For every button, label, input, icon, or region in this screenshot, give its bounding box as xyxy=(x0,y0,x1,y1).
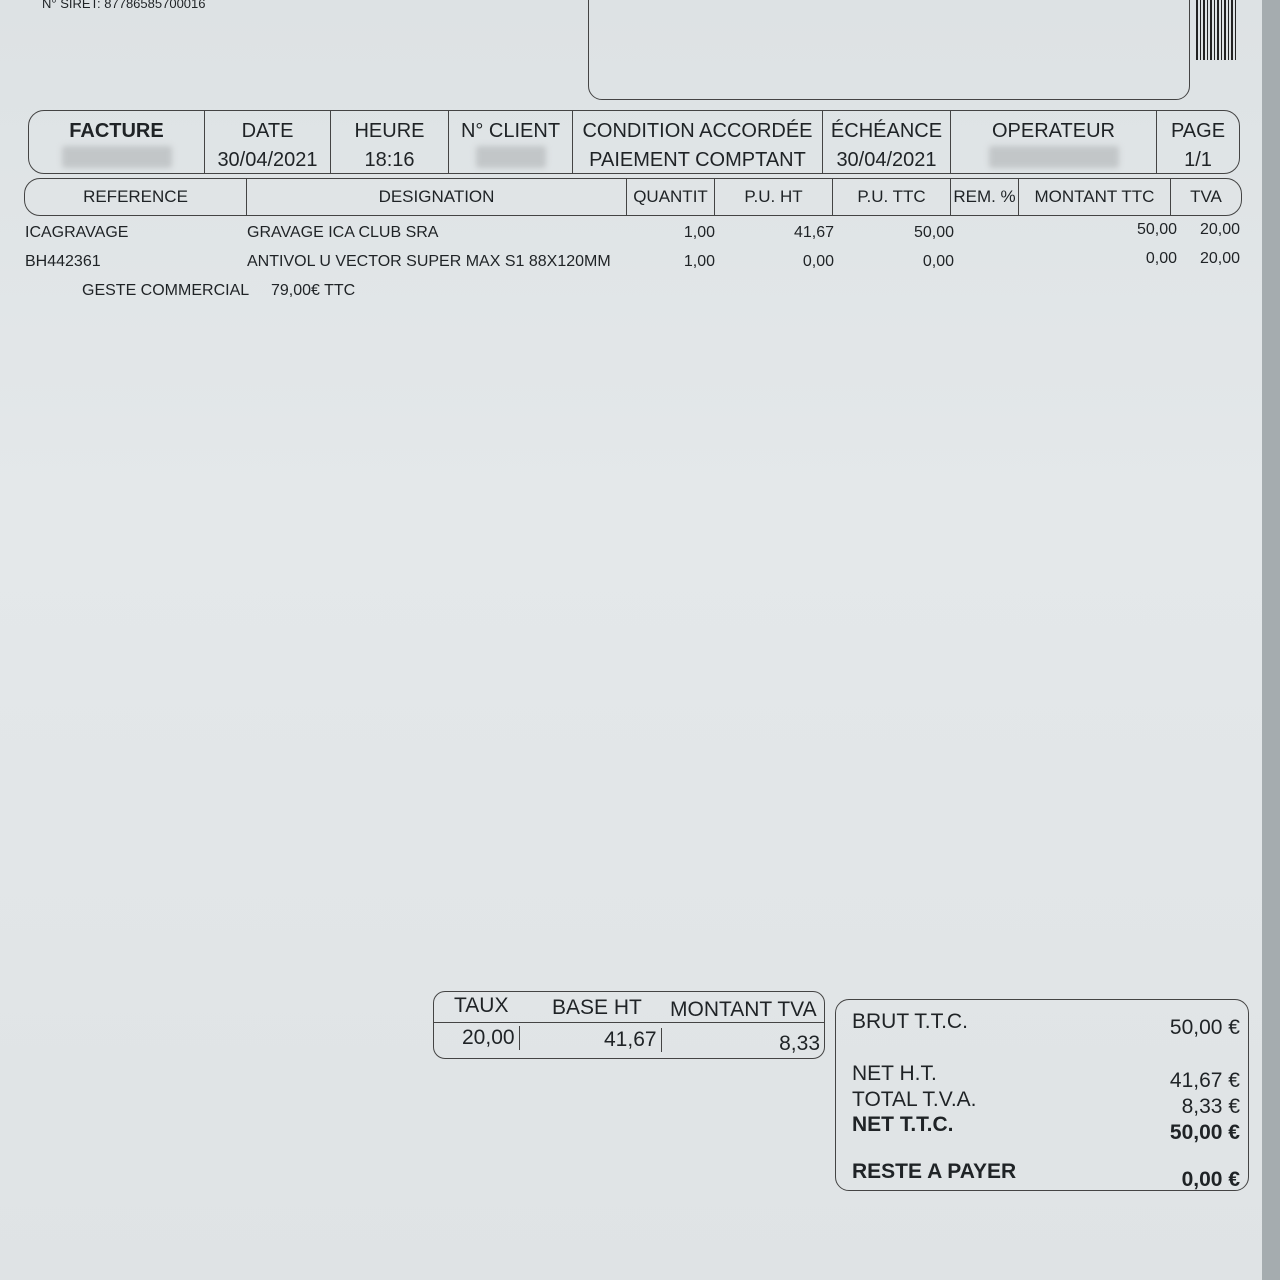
paper-edge xyxy=(1262,0,1280,1280)
heure-label: HEURE xyxy=(354,120,425,142)
line-ref: BH442361 xyxy=(25,253,101,270)
reste-a-payer-value: 0,00 € xyxy=(1181,1168,1240,1191)
barcode xyxy=(1196,0,1238,60)
reste-a-payer-label: RESTE A PAYER xyxy=(852,1160,1017,1183)
net-ttc-value: 50,00 € xyxy=(1169,1121,1240,1144)
condition-label: CONDITION ACCORDÉE xyxy=(582,120,813,142)
condition-value: PAIEMENT COMPTANT xyxy=(589,149,806,171)
operateur-label: OPERATEUR xyxy=(992,120,1115,142)
col-quantity: QUANTIT xyxy=(627,179,715,215)
redacted-invoice-number xyxy=(61,146,172,168)
page-value: 1/1 xyxy=(1184,149,1212,171)
line-montant: 0,00 xyxy=(1145,250,1177,267)
siret-number: N° SIRET: 87786585700016 xyxy=(42,0,206,11)
brut-ttc-label: BRUT T.T.C. xyxy=(852,1010,968,1033)
heure-value: 18:16 xyxy=(364,149,415,171)
line-qty: 1,00 xyxy=(683,253,715,270)
col-pu-ht: P.U. HT xyxy=(715,179,833,215)
line-pu-ht: 41,67 xyxy=(793,224,834,241)
line-pu-ht: 0,00 xyxy=(802,253,834,270)
redacted-client-number xyxy=(475,146,546,168)
line-tva: 20,00 xyxy=(1199,250,1240,267)
total-tva-label: TOTAL T.V.A. xyxy=(852,1088,977,1111)
col-tva: TVA xyxy=(1190,187,1222,206)
line-pu-ttc: 50,00 xyxy=(913,224,954,241)
line-designation: GRAVAGE ICA CLUB SRA xyxy=(247,224,439,241)
col-reference: REFERENCE xyxy=(25,179,247,215)
montant-tva-value: 8,33 xyxy=(779,1032,820,1055)
page-cell: PAGE 1/1 xyxy=(1157,111,1239,173)
line-qty: 1,00 xyxy=(683,224,715,241)
facture-cell: FACTURE xyxy=(29,111,205,173)
line-tva: 20,00 xyxy=(1199,221,1240,238)
client-cell: N° CLIENT xyxy=(449,111,573,173)
tva-summary-table: TAUX BASE HT MONTANT TVA 20,00 41,67 8,3… xyxy=(433,991,825,1059)
invoice-header: FACTURE DATE 30/04/2021 HEURE 18:16 N° CLI… xyxy=(28,110,1240,174)
col-remise: REM. % xyxy=(951,179,1019,215)
table-row: BH442361 ANTIVOL U VECTOR SUPER MAX S1 8… xyxy=(0,250,1262,277)
line-ref: ICAGRAVAGE xyxy=(25,224,129,241)
col-pu-ttc: P.U. TTC xyxy=(833,179,951,215)
date-value: 30/04/2021 xyxy=(217,149,318,171)
page-label: PAGE xyxy=(1170,120,1226,142)
table-row: ICAGRAVAGE GRAVAGE ICA CLUB SRA 1,00 41,… xyxy=(0,221,1262,248)
client-label: N° CLIENT xyxy=(460,120,561,142)
facture-label: FACTURE xyxy=(69,120,164,142)
taux-label: TAUX xyxy=(454,994,509,1017)
taux-value: 20,00 xyxy=(462,1026,520,1050)
col-montant-ttc: MONTANT TTC xyxy=(1019,179,1171,215)
net-ht-value: 41,67 € xyxy=(1169,1069,1240,1092)
date-cell: DATE 30/04/2021 xyxy=(205,111,331,173)
geste-commercial-row: GESTE COMMERCIAL 79,00€ TTC xyxy=(0,282,1262,306)
condition-cell: CONDITION ACCORDÉE PAIEMENT COMPTANT xyxy=(573,111,823,173)
echeance-cell: ÉCHÉANCE 30/04/2021 xyxy=(823,111,951,173)
heure-cell: HEURE 18:16 xyxy=(331,111,449,173)
geste-label: GESTE COMMERCIAL xyxy=(82,282,250,299)
montant-tva-label: MONTANT TVA xyxy=(670,998,817,1021)
echeance-label: ÉCHÉANCE xyxy=(830,120,943,142)
line-pu-ttc: 0,00 xyxy=(922,253,954,270)
base-ht-value: 41,67 xyxy=(604,1028,662,1052)
operateur-cell: OPERATEUR xyxy=(951,111,1157,173)
divider xyxy=(434,1022,824,1023)
line-montant: 50,00 xyxy=(1136,221,1177,238)
address-box xyxy=(588,0,1190,100)
column-headers: REFERENCE DESIGNATION QUANTIT P.U. HT P.… xyxy=(24,178,1242,216)
total-tva-value: 8,33 € xyxy=(1181,1095,1240,1118)
net-ht-label: NET H.T. xyxy=(852,1062,937,1085)
line-designation: ANTIVOL U VECTOR SUPER MAX S1 88X120MM xyxy=(247,253,611,270)
date-label: DATE xyxy=(241,120,294,142)
echeance-value: 30/04/2021 xyxy=(836,149,937,171)
redacted-operator xyxy=(988,146,1119,168)
geste-value: 79,00€ TTC xyxy=(271,282,356,299)
brut-ttc-value: 50,00 € xyxy=(1169,1016,1240,1039)
totals-box: BRUT T.T.C. 50,00 € NET H.T. 41,67 € TOT… xyxy=(835,999,1249,1191)
net-ttc-label: NET T.T.C. xyxy=(852,1113,954,1136)
base-ht-label: BASE HT xyxy=(552,996,642,1019)
col-designation: DESIGNATION xyxy=(247,179,627,215)
